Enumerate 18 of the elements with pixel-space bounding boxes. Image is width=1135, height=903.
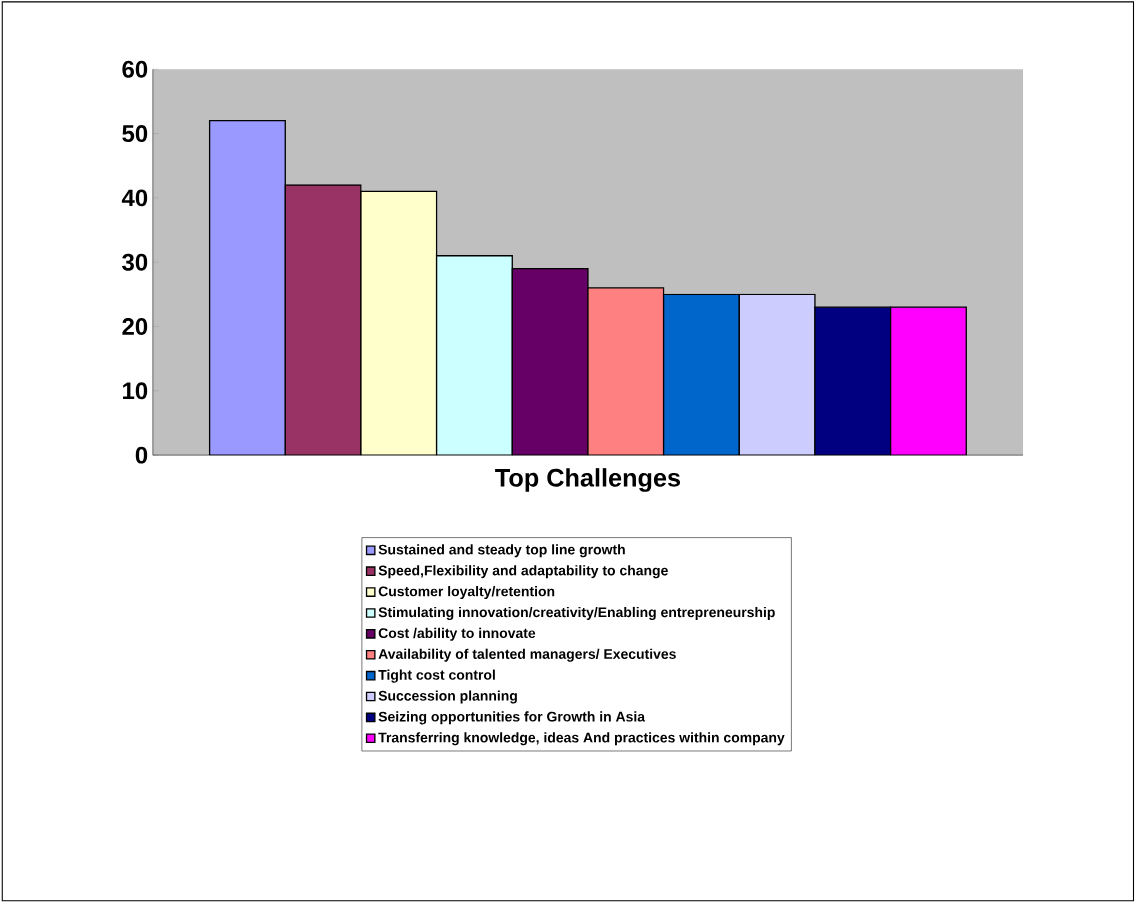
y-tick-label: 0 (135, 446, 148, 464)
y-tick-label: 20 (122, 317, 148, 335)
legend-label: Tight cost control (378, 669, 495, 683)
legend-label: Transferring knowledge, ideas And practices within company (378, 732, 785, 746)
y-tick-label: 60 (122, 60, 148, 78)
legend-label: Cost /ability to innovate (378, 627, 536, 641)
legend-label: Seizing opportunities for Growth in Asia (378, 711, 646, 725)
legend-label: Sustained and steady top line growth (378, 544, 625, 558)
y-tick-label: 50 (122, 125, 148, 142)
x-axis-title: Top Challenges (495, 468, 681, 492)
y-tick-label: 40 (121, 189, 148, 207)
legend-label: Speed,Flexibility and adaptability to change (378, 565, 668, 579)
legend-label: Stimulating innovation/creativity/Enabling entrepreneurship (378, 606, 775, 620)
y-tick-label: 10 (123, 382, 148, 400)
legend-label: Customer loyalty/retention (378, 585, 555, 600)
legend-label: Succession planning (378, 690, 517, 704)
legend-label: Availability of talented managers/ Executives (378, 648, 676, 662)
y-tick-label: 30 (122, 253, 148, 271)
